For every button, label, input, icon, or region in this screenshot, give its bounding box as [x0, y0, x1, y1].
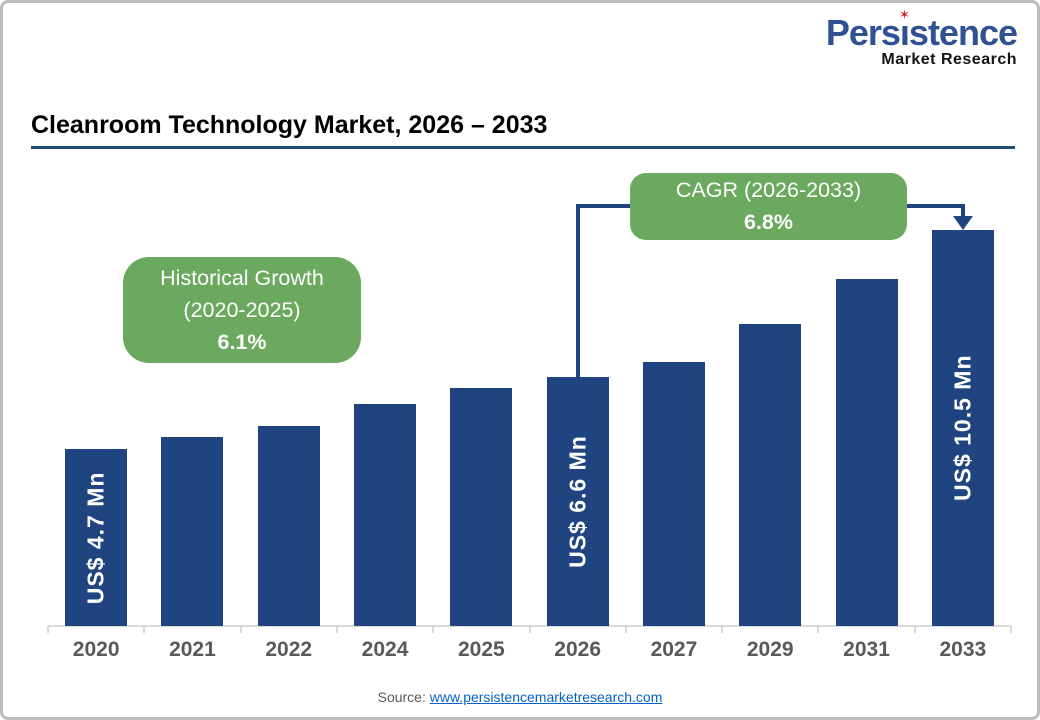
historical-growth-value: 6.1%	[217, 330, 267, 355]
x-tick-label-2029: 2029	[746, 638, 794, 661]
cagr-connector-right-horizontal	[907, 204, 965, 208]
x-tick-label-2025: 2025	[457, 638, 505, 661]
x-tick-label-2024: 2024	[361, 638, 409, 661]
cagr-arrow-down-icon	[952, 216, 973, 230]
bar-2026: US$ 6.6 Mn	[546, 377, 609, 626]
x-tick-label-2033: 2033	[939, 638, 987, 661]
logo-subtitle: Market Research	[881, 51, 1017, 68]
cagr-connector-right-vertical	[960, 204, 965, 216]
bar-2024	[354, 403, 417, 626]
x-axis-tick	[143, 626, 146, 633]
cagr-connector-left-vertical	[575, 204, 580, 378]
bar-value-label-2033: US$ 10.5 Mn	[949, 354, 976, 502]
x-axis-tick	[47, 626, 49, 633]
cagr-value: 6.8%	[743, 209, 793, 234]
x-axis-tick	[239, 626, 242, 633]
x-axis-tick	[721, 626, 724, 633]
bar-chart: US$ 4.7 Mn 2020 2021 2022 2024 2025 US$ 6.6 Mn…	[47, 168, 1012, 661]
cagr-connector-left-horizontal	[575, 204, 630, 208]
bar-2025	[450, 388, 513, 626]
chart-title: Cleanroom Technology Market, 2026 – 2033	[31, 111, 548, 139]
x-axis-tick	[1010, 626, 1012, 633]
x-tick-label-2026: 2026	[554, 638, 601, 661]
source-link[interactable]: www.persistencemarketresearch.com	[429, 689, 663, 705]
logo-brand: Persı ✶ stence	[825, 8, 1018, 53]
bar-2033: US$ 10.5 Mn	[931, 230, 994, 626]
x-tick-label-2031: 2031	[843, 638, 890, 661]
historical-growth-line1: Historical Growth	[160, 265, 324, 290]
bar-value-label-2020: US$ 4.7 Mn	[82, 471, 109, 604]
x-tick-label-2022: 2022	[265, 638, 313, 661]
logo: Persı ✶ stence Market Research	[825, 8, 1018, 68]
bar-2022	[257, 426, 320, 626]
logo-brand-i: ı	[899, 12, 910, 53]
cagr-line1: CAGR (2026-2033)	[675, 178, 862, 203]
x-axis-tick	[913, 626, 916, 633]
x-axis-tick	[624, 626, 627, 633]
title-underline	[31, 146, 1015, 149]
x-tick-label-2027: 2027	[650, 638, 698, 661]
bar-value-label-2026: US$ 6.6 Mn	[564, 435, 591, 568]
bar-2021	[161, 437, 224, 626]
historical-growth-line2: (2020-2025)	[183, 297, 301, 322]
x-axis-tick	[817, 626, 820, 633]
x-tick-label-2021: 2021	[169, 638, 216, 661]
cagr-callout: CAGR (2026-2033) 6.8%	[630, 173, 907, 240]
bar-2029	[739, 324, 802, 626]
bar-2027	[642, 362, 705, 626]
x-axis-tick	[335, 626, 338, 633]
logo-brand-pre: Pers	[825, 12, 901, 53]
historical-growth-callout: Historical Growth (2020-2025) 6.1%	[123, 257, 361, 363]
logo-brand-post: stence	[908, 12, 1018, 53]
logo-star-icon: ✶	[898, 7, 910, 22]
x-axis-tick	[432, 626, 435, 633]
source-line: Source: www.persistencemarketresearch.co…	[3, 689, 1037, 705]
bar-2031	[835, 279, 898, 626]
source-label: Source:	[377, 689, 430, 705]
x-axis-tick	[528, 626, 531, 633]
bar-2020: US$ 4.7 Mn	[65, 448, 128, 626]
x-tick-label-2020: 2020	[72, 638, 120, 661]
